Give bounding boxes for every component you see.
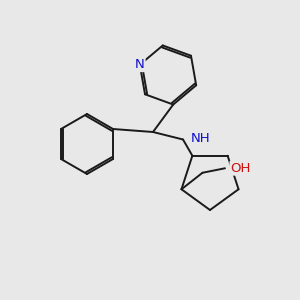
Text: N: N	[135, 58, 145, 71]
Text: OH: OH	[230, 162, 251, 175]
Text: NH: NH	[190, 131, 210, 145]
